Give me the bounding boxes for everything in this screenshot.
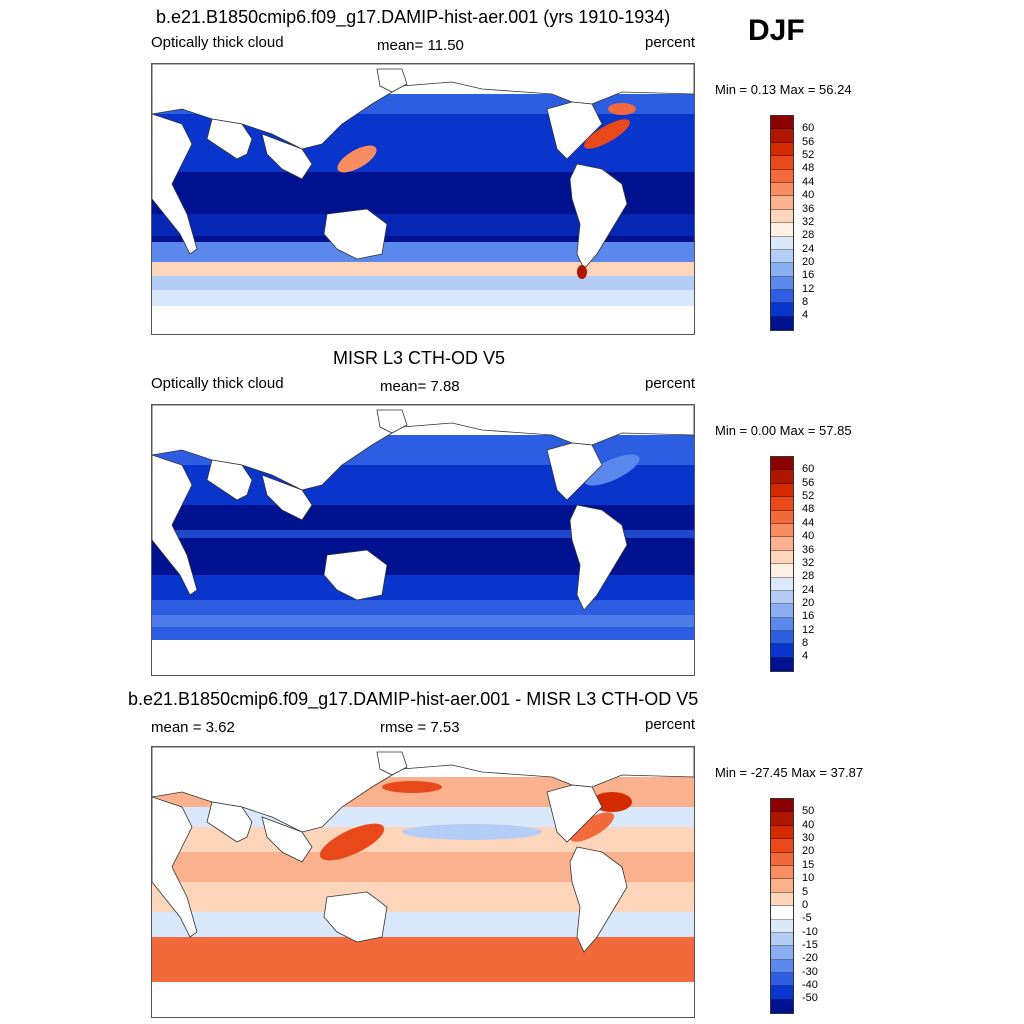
colorbar-tick: 36 <box>802 544 815 556</box>
panel-1-units-label: percent <box>645 34 696 51</box>
colorbar-tick: 52 <box>802 490 815 502</box>
colorbar-tick: -20 <box>802 952 818 964</box>
panel-2-colorbar <box>770 456 794 672</box>
colorbar-tick: 28 <box>802 229 815 241</box>
colorbar-tick: 44 <box>802 176 815 188</box>
colorbar-tick: 10 <box>802 872 815 884</box>
colorbar-tick: 48 <box>802 503 815 515</box>
colorbar-tick: 15 <box>802 859 815 871</box>
colorbar-tick: 8 <box>802 637 809 649</box>
panel-3-title: b.e21.B1850cmip6.f09_g17.DAMIP-hist-aer.… <box>128 689 699 709</box>
colorbar-tick: 28 <box>802 570 815 582</box>
colorbar-tick: 56 <box>802 477 815 489</box>
colorbar-tick: -40 <box>802 979 818 991</box>
panel-2-variable-label: Optically thick cloud <box>151 375 284 392</box>
colorbar-tick: 4 <box>802 309 809 321</box>
panel-1-minmax: Min = 0.13 Max = 56.24 <box>715 82 852 97</box>
colorbar-tick: -30 <box>802 966 818 978</box>
colorbar-tick: 20 <box>802 597 815 609</box>
panel-1-mean-label: mean= 11.50 <box>377 37 464 54</box>
colorbar-tick: -50 <box>802 992 818 1004</box>
colorbar-tick: 60 <box>802 122 815 134</box>
colorbar-tick: 30 <box>802 832 815 844</box>
colorbar-tick: 16 <box>802 269 815 281</box>
panel-2-map <box>151 404 695 676</box>
colorbar-tick: 4 <box>802 650 809 662</box>
panel-3-units-label: percent <box>645 716 696 733</box>
season-label: DJF <box>748 14 805 47</box>
colorbar-tick: 32 <box>802 216 815 228</box>
colorbar-tick: 12 <box>802 283 815 295</box>
colorbar-tick: 40 <box>802 819 815 831</box>
panel-2-minmax: Min = 0.00 Max = 57.85 <box>715 423 852 438</box>
colorbar-tick: 48 <box>802 162 815 174</box>
colorbar-tick: 52 <box>802 149 815 161</box>
colorbar-tick: 40 <box>802 530 815 542</box>
colorbar-tick: -10 <box>802 926 818 938</box>
colorbar-tick: -5 <box>802 912 812 924</box>
colorbar-tick: 5 <box>802 886 809 898</box>
colorbar-tick: 24 <box>802 584 815 596</box>
panel-1-colorbar <box>770 115 794 331</box>
colorbar-tick: 0 <box>802 899 809 911</box>
colorbar-tick: 12 <box>802 624 815 636</box>
panel-3-mean-label: mean = 3.62 <box>151 719 235 736</box>
colorbar-tick: 24 <box>802 243 815 255</box>
colorbar-tick: 60 <box>802 463 815 475</box>
colorbar-tick: 40 <box>802 189 815 201</box>
colorbar-tick: 56 <box>802 136 815 148</box>
panel-1-variable-label: Optically thick cloud <box>151 34 284 51</box>
panel-3-minmax: Min = -27.45 Max = 37.87 <box>715 765 864 780</box>
panel-2-title: MISR L3 CTH-OD V5 <box>333 348 506 368</box>
colorbar-tick: 50 <box>802 805 815 817</box>
panel-3-rmse-label: rmse = 7.53 <box>380 719 460 736</box>
panel-3-colorbar <box>770 798 794 1014</box>
colorbar-tick: 44 <box>802 517 815 529</box>
colorbar-tick: -15 <box>802 939 818 951</box>
panel-1-title: b.e21.B1850cmip6.f09_g17.DAMIP-hist-aer.… <box>156 7 671 27</box>
colorbar-tick: 20 <box>802 845 815 857</box>
colorbar-tick: 8 <box>802 296 809 308</box>
panel-2-units-label: percent <box>645 375 696 392</box>
panel-3-map <box>151 746 695 1018</box>
colorbar-tick: 36 <box>802 203 815 215</box>
colorbar-tick: 32 <box>802 557 815 569</box>
panel-1-map <box>151 63 695 335</box>
colorbar-tick: 16 <box>802 610 815 622</box>
panel-2-mean-label: mean= 7.88 <box>380 378 460 395</box>
colorbar-tick: 20 <box>802 256 815 268</box>
